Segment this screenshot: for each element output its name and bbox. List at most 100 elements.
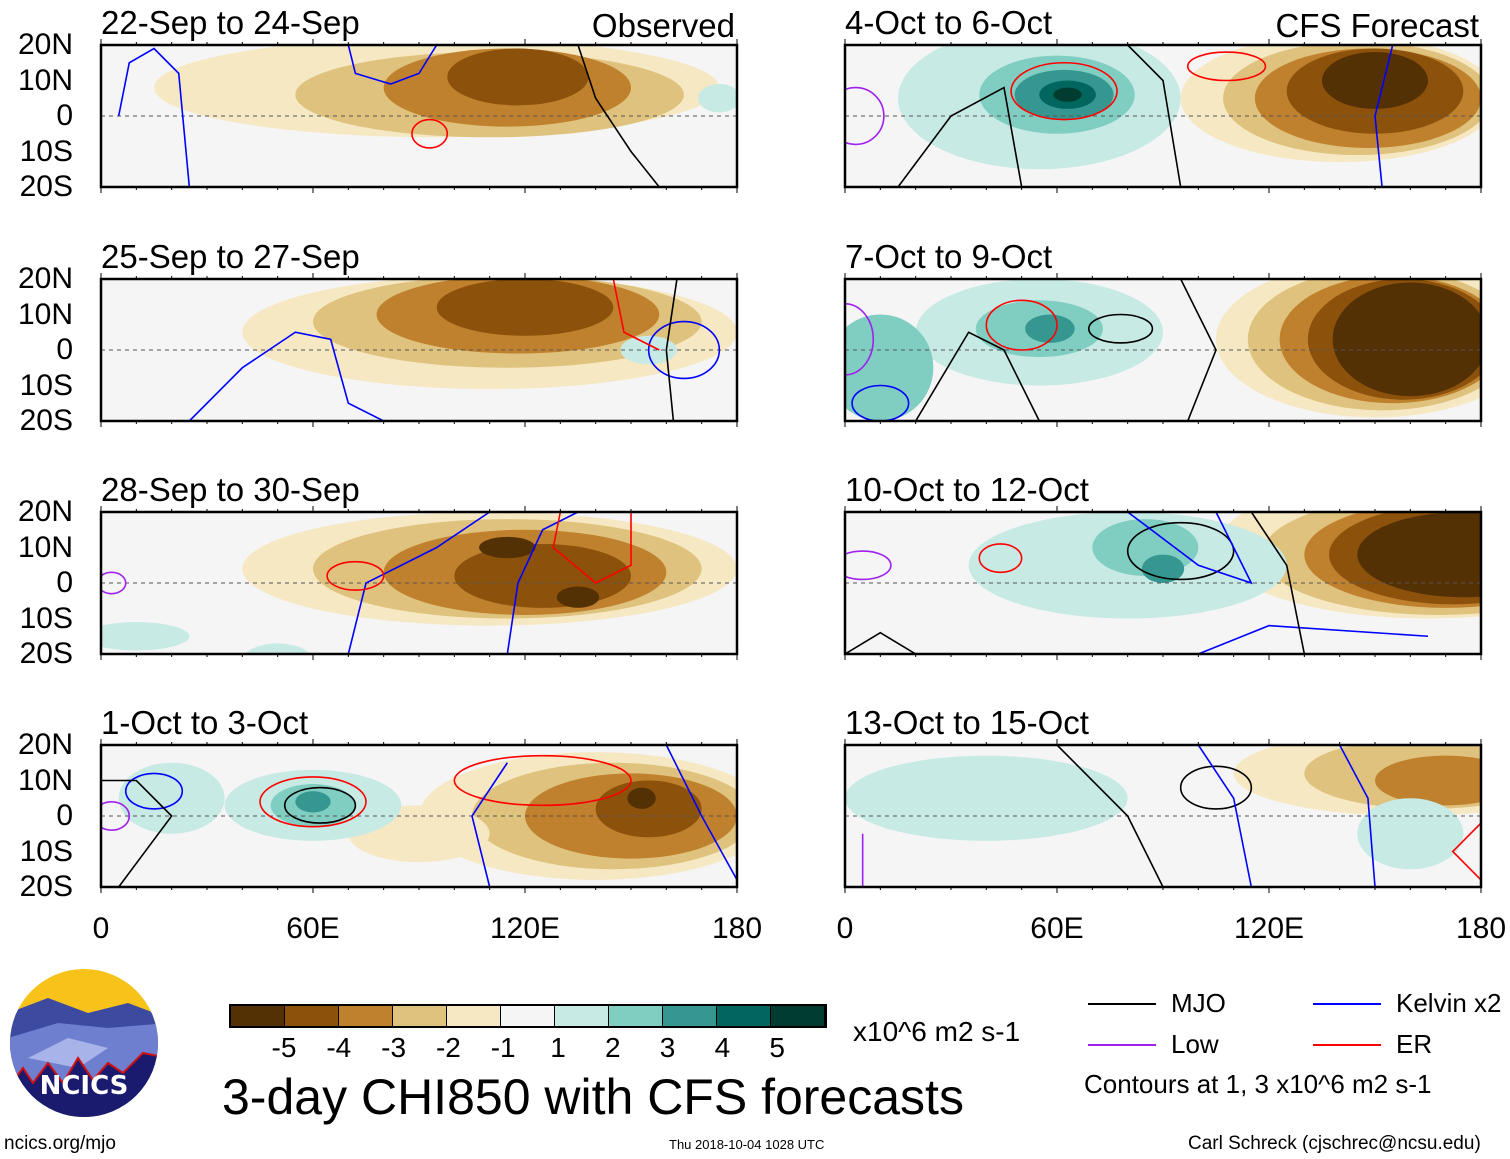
panel-source-label: Observed xyxy=(591,7,735,44)
lat-tick-label: 20N xyxy=(17,28,73,61)
site-link[interactable]: ncics.org/mjo xyxy=(4,1133,116,1154)
map-panel xyxy=(99,739,739,893)
anomaly-region xyxy=(118,762,225,834)
colorbar-tick-label: -5 xyxy=(271,1032,297,1063)
colorbar-swatch xyxy=(555,1006,609,1026)
lat-tick-label: 10S xyxy=(19,134,73,168)
kelvin-contour xyxy=(188,331,385,421)
lat-tick-label: 10N xyxy=(17,297,73,331)
legend-line xyxy=(1088,1044,1156,1046)
lat-tick-label: 20S xyxy=(19,170,73,203)
anomaly-region xyxy=(698,84,737,113)
lat-tick-label: 0 xyxy=(56,566,73,599)
mjo-contour xyxy=(914,331,1041,421)
lon-tick-label: 120E xyxy=(1233,912,1305,945)
anomaly-region xyxy=(595,780,702,838)
ncics-logo: NCICS xyxy=(10,969,158,1117)
author: Carl Schreck (cjschrec@ncsu.edu) xyxy=(1188,1133,1481,1154)
legend-line xyxy=(1313,1003,1381,1005)
mjo-contour xyxy=(897,86,1023,187)
anomaly-region xyxy=(1025,314,1075,343)
mjo-contour xyxy=(1127,45,1182,187)
panel-source-label: CFS Forecast xyxy=(1275,7,1479,44)
anomaly-region xyxy=(454,543,631,608)
anomaly-region xyxy=(1053,87,1082,102)
colorbar-tick-label: 2 xyxy=(605,1032,621,1063)
er-contour xyxy=(985,299,1058,351)
lat-tick-label: 20S xyxy=(19,404,73,437)
lat-tick-label: 10N xyxy=(17,763,73,797)
lat-tick-label: 10N xyxy=(17,63,73,97)
lon-tick-label: 0 xyxy=(92,912,110,945)
colorbar-swatch xyxy=(609,1006,663,1026)
lat-tick-label: 20S xyxy=(19,870,73,903)
legend-line xyxy=(1313,1044,1381,1046)
legend-label: MJO xyxy=(1171,988,1226,1018)
anomaly-region xyxy=(627,787,656,809)
mjo-contour xyxy=(1179,279,1217,421)
lon-tick-label: 180 xyxy=(1455,912,1507,945)
legend-label: Kelvin x2 xyxy=(1396,988,1502,1018)
colorbar-tick-label: -2 xyxy=(435,1032,461,1063)
lat-tick-label: 20S xyxy=(19,637,73,670)
map-panel xyxy=(843,739,1483,893)
panel-title: 13-Oct to 15-Oct xyxy=(845,704,1089,741)
map-panel xyxy=(843,39,1483,193)
kelvin-contour xyxy=(1374,45,1394,187)
low-contour xyxy=(101,801,131,831)
er-contour xyxy=(1186,51,1267,82)
figure-title: 3-day CHI850 with CFS forecasts xyxy=(222,1069,964,1125)
colorbar-tick-label: -1 xyxy=(490,1032,516,1063)
low-contour xyxy=(845,86,885,146)
map-panel xyxy=(99,273,739,427)
anomaly-region xyxy=(295,791,331,813)
mjo-contour xyxy=(1250,512,1306,654)
legend-line xyxy=(1088,1003,1156,1005)
map-panel xyxy=(843,506,1483,660)
panel-title: 7-Oct to 9-Oct xyxy=(845,238,1053,275)
colorbar-swatch xyxy=(663,1006,717,1026)
lon-tick-label: 180 xyxy=(711,912,763,945)
panel-title: 4-Oct to 6-Oct xyxy=(845,4,1053,41)
mjo-contour xyxy=(1179,765,1253,810)
lat-tick-label: 20N xyxy=(17,262,73,295)
anomaly-region xyxy=(101,622,190,651)
kelvin-contour xyxy=(1127,512,1253,585)
er-contour xyxy=(1451,822,1481,881)
lat-tick-label: 10S xyxy=(19,834,73,868)
kelvin-contour xyxy=(851,384,910,421)
lat-tick-label: 10N xyxy=(17,530,73,564)
colorbar-tick-label: 5 xyxy=(769,1032,785,1063)
lon-tick-label: 0 xyxy=(836,912,854,945)
lat-tick-label: 20N xyxy=(17,728,73,761)
kelvin-contour xyxy=(1338,745,1376,887)
kelvin-contour xyxy=(117,47,191,187)
colorbar-tick-label: -3 xyxy=(381,1032,407,1063)
anomaly-region xyxy=(479,536,536,559)
mjo-contour xyxy=(577,45,660,187)
anomaly-region xyxy=(245,643,311,654)
anomaly-region xyxy=(1375,755,1481,806)
panel-title: 10-Oct to 12-Oct xyxy=(845,471,1089,508)
er-contour xyxy=(453,754,632,807)
colorbar-swatch xyxy=(231,1006,285,1026)
colorbar-tick-label: -4 xyxy=(326,1032,352,1063)
lat-tick-label: 0 xyxy=(56,799,73,832)
colorbar-swatch xyxy=(393,1006,447,1026)
mjo-contour xyxy=(1056,745,1164,887)
kelvin-contour xyxy=(471,762,508,887)
lat-tick-label: 10S xyxy=(19,601,73,635)
low-contour xyxy=(845,303,875,376)
kelvin-contour xyxy=(124,772,184,810)
lat-tick-label: 10S xyxy=(19,368,73,402)
mjo-contour xyxy=(283,786,357,824)
colorbar-swatch xyxy=(717,1006,771,1026)
anomaly-region xyxy=(1322,52,1428,109)
low-contour xyxy=(845,550,892,581)
anomaly-region xyxy=(436,279,614,336)
legend-label: ER xyxy=(1396,1029,1433,1059)
colorbar-swatch xyxy=(771,1006,825,1026)
anomaly-region xyxy=(845,755,1128,841)
lat-tick-label: 0 xyxy=(56,333,73,366)
lat-tick-label: 20N xyxy=(17,495,73,528)
